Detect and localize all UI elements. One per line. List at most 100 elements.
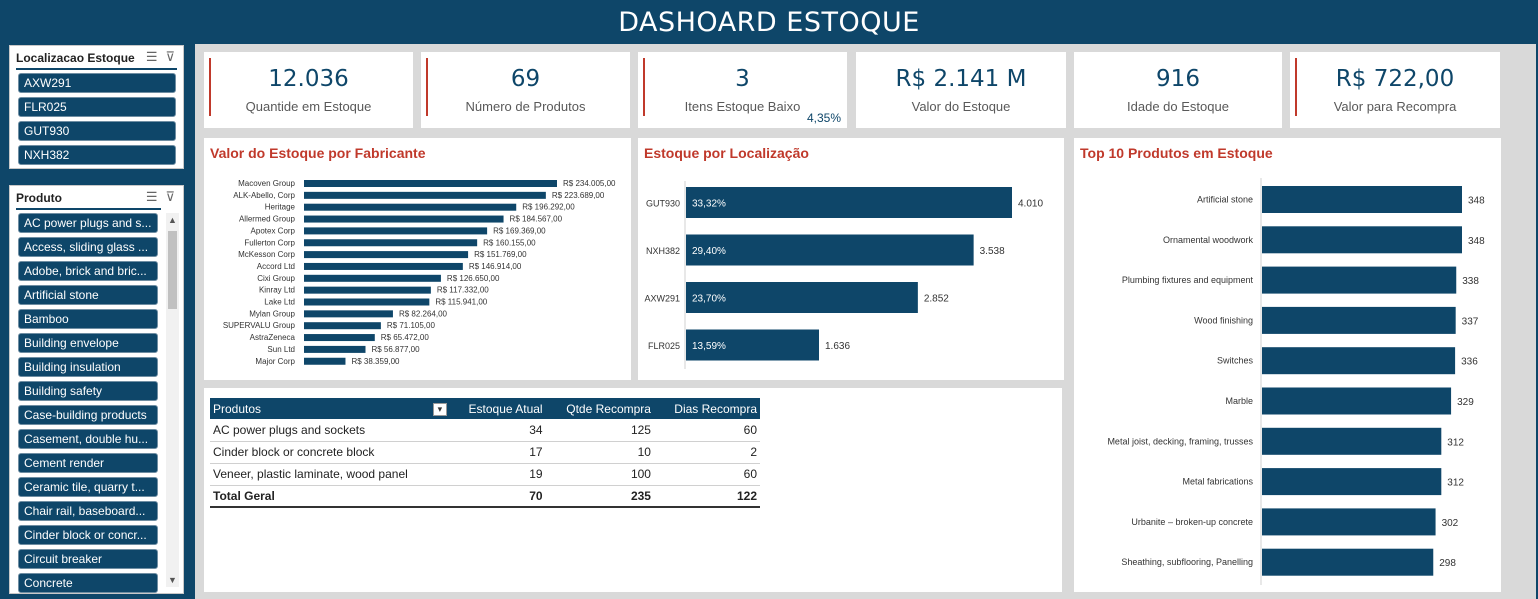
- category-label: AXW291: [644, 294, 680, 304]
- clear-filter-icon[interactable]: ⊽: [165, 189, 175, 204]
- data-label: 348: [1468, 196, 1485, 207]
- slicer-item-location[interactable]: GUT930: [18, 121, 176, 141]
- bar: [304, 251, 469, 259]
- pivot-table: Produtos ▾ Estoque Atual Qtde Recompra Di…: [210, 398, 760, 508]
- kpi-value: R$ 722,00: [1335, 66, 1455, 92]
- kpi-value: 916: [1156, 66, 1200, 92]
- bar: [304, 322, 381, 330]
- category-label: Cixi Group: [257, 274, 295, 283]
- chart-manufacturer-title: Valor do Estoque por Fabricante: [210, 145, 426, 161]
- kpi-label: Idade do Estoque: [1127, 99, 1229, 114]
- data-label: R$ 160.155,00: [483, 238, 536, 247]
- scroll-down-icon[interactable]: ▼: [168, 575, 177, 585]
- table-cell: 2: [653, 441, 760, 464]
- slicer-item-product[interactable]: Circuit breaker: [18, 549, 158, 569]
- slicer-item-location[interactable]: AXW291: [18, 73, 176, 93]
- category-label: Kinray Ltd: [259, 286, 295, 295]
- col-header-reorder-days: Dias Recompra: [653, 398, 760, 419]
- slicer-item-location[interactable]: NXH382: [18, 145, 176, 165]
- category-label: Accord Ltd: [257, 262, 295, 271]
- filter-dropdown-icon[interactable]: ▾: [432, 402, 447, 416]
- category-label: Switches: [1217, 356, 1254, 366]
- slicer-item-product[interactable]: Access, sliding glass ...: [18, 237, 158, 257]
- data-label: R$ 169.369,00: [493, 226, 546, 235]
- table-cell: 17: [449, 441, 546, 464]
- category-label: Artificial stone: [1197, 195, 1253, 205]
- scroll-up-icon[interactable]: ▲: [168, 215, 177, 225]
- bar: [686, 329, 820, 361]
- chart-top10: Artificial stone 348 Ornamental woodwork 34…: [1107, 178, 1485, 585]
- category-label: Marble: [1225, 396, 1253, 406]
- slicer-item-product[interactable]: Casement, double hu...: [18, 429, 158, 449]
- chart-top10-title: Top 10 Produtos em Estoque: [1080, 145, 1273, 161]
- category-label: AstraZeneca: [250, 333, 296, 342]
- table-cell: 60: [653, 463, 760, 486]
- chart-top10-panel: Top 10 Produtos em Estoque Artificial st…: [1074, 138, 1501, 592]
- data-label: R$ 56.877,00: [371, 345, 420, 354]
- chart-location-title: Estoque por Localização: [644, 145, 809, 161]
- kpi-label: Itens Estoque Baixo: [684, 99, 801, 114]
- bar: [1262, 347, 1456, 375]
- slicer-item-product[interactable]: Cinder block or concr...: [18, 525, 158, 545]
- kpi-card: R$ 2.141 M Valor do Estoque: [856, 52, 1066, 128]
- slicer-item-product[interactable]: Building safety: [18, 381, 158, 401]
- category-label: Allermed Group: [239, 215, 296, 224]
- category-label: GUT930: [646, 199, 680, 209]
- slicer-item-product[interactable]: AC power plugs and s...: [18, 213, 158, 233]
- bar: [1262, 226, 1462, 254]
- data-label: 348: [1468, 236, 1485, 247]
- slicer-item-location[interactable]: FLR025: [18, 97, 176, 117]
- slicer-item-product[interactable]: Concrete: [18, 573, 158, 593]
- bar: [304, 286, 431, 294]
- kpi-value: 3: [735, 66, 750, 92]
- bar: [304, 227, 488, 235]
- category-label: Macoven Group: [238, 179, 295, 188]
- slicer-item-product[interactable]: Building insulation: [18, 357, 158, 377]
- kpi-value: R$ 2.141 M: [895, 66, 1027, 92]
- scroll-thumb[interactable]: [168, 231, 177, 309]
- table-total-cell: Total Geral: [210, 484, 450, 508]
- kpi-label: Quantide em Estoque: [245, 99, 372, 114]
- dashboard-canvas: 12.036 Quantide em Estoque 69 Número de Pro…: [195, 44, 1536, 599]
- slicer-scrollbar[interactable]: ▲ ▼: [166, 213, 179, 587]
- category-label: Ornamental woodwork: [1163, 235, 1254, 245]
- bar: [1262, 186, 1462, 213]
- percent-label: 23,70%: [692, 294, 726, 305]
- slicer-item-product[interactable]: Building envelope: [18, 333, 158, 353]
- slicer-item-product[interactable]: Bamboo: [18, 309, 158, 329]
- slicer-item-product[interactable]: Chair rail, baseboard...: [18, 501, 158, 521]
- bar: [1262, 548, 1434, 576]
- slicer-item-product[interactable]: Adobe, brick and bric...: [18, 261, 158, 281]
- slicer-item-product[interactable]: Artificial stone: [18, 285, 158, 305]
- category-label: Urbanite – broken-up concrete: [1131, 517, 1253, 527]
- percent-label: 29,40%: [692, 246, 726, 257]
- slicer-item-product[interactable]: Case-building products: [18, 405, 158, 425]
- clear-filter-icon[interactable]: ⊽: [165, 49, 175, 64]
- multi-select-icon[interactable]: ☰: [145, 49, 158, 64]
- bar: [304, 357, 346, 365]
- category-label: Metal fabrications: [1182, 477, 1253, 487]
- slicer-item-product[interactable]: Cement render: [18, 453, 158, 473]
- slicer-item-product[interactable]: Ceramic tile, quarry t...: [18, 477, 158, 497]
- bar: [304, 262, 463, 270]
- multi-select-icon[interactable]: ☰: [145, 189, 158, 204]
- chart-manufacturer-panel: Valor do Estoque por Fabricante Macoven …: [204, 138, 631, 380]
- category-label: SUPERVALU Group: [223, 321, 296, 330]
- table-cell: 125: [545, 419, 654, 442]
- table-cell: 34: [449, 419, 546, 442]
- table-total-row: Total Geral 70 235 122: [210, 484, 760, 508]
- data-label: R$ 196.292,00: [522, 203, 575, 212]
- data-label: R$ 146.914,00: [469, 262, 522, 271]
- data-label: R$ 223.689,00: [552, 191, 605, 200]
- kpi-label: Número de Produtos: [465, 99, 586, 114]
- data-label: 302: [1442, 518, 1459, 529]
- data-label: 4.010: [1018, 199, 1043, 210]
- category-label: ALK-Abello, Corp: [233, 191, 295, 200]
- category-label: Sun Ltd: [267, 345, 295, 354]
- chart-location-panel: Estoque por Localização GUT930 33,32% 4.01…: [638, 138, 1064, 380]
- kpi-value: 12.036: [268, 66, 349, 92]
- bar: [304, 298, 430, 306]
- bar: [304, 274, 441, 282]
- percent-label: 33,32%: [692, 199, 726, 210]
- data-label: R$ 234.005,00: [563, 179, 616, 188]
